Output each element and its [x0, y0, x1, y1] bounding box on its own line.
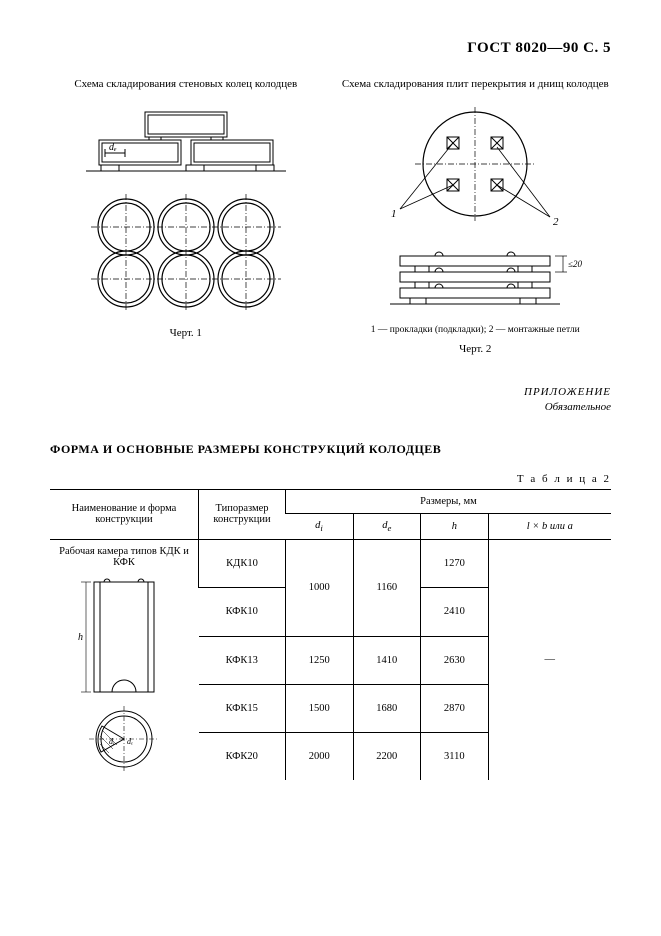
cell-type-2: КФК13: [199, 636, 286, 684]
section-title: ФОРМА И ОСНОВНЫЕ РАЗМЕРЫ КОНСТРУКЦИЙ КОЛ…: [50, 442, 611, 457]
figure-1-svg: dₑ: [71, 99, 301, 319]
cell-type-0: КДК10: [199, 539, 286, 587]
gap-label: ≤20: [568, 259, 582, 269]
figure-1-caption: Черт. 1: [50, 327, 322, 339]
main-table: Наименование и форма конструкции Типораз…: [50, 489, 611, 780]
page-header: ГОСТ 8020—90 С. 5: [50, 40, 611, 57]
th-lba: l × b или a: [488, 513, 611, 539]
cell-di-3: 1500: [286, 684, 354, 732]
figure-1: Схема складирования стеновых колец колод…: [50, 77, 322, 355]
appendix-mand: Обязательное: [545, 401, 611, 413]
th-dims: Размеры, мм: [286, 489, 612, 513]
th-type: Типоразмер конструкции: [199, 489, 286, 539]
th-di: di: [286, 513, 354, 539]
leader-1: 1: [391, 208, 397, 220]
table-number: Т а б л и ц а 2: [50, 473, 611, 485]
cell-type-3: КФК15: [199, 684, 286, 732]
figure-2-title: Схема складирования плит перекрытия и дн…: [340, 77, 612, 91]
cell-h-0: 1270: [421, 539, 489, 587]
cell-type-4: КФК20: [199, 733, 286, 780]
cell-h-3: 2870: [421, 684, 489, 732]
cell-de-3: 1680: [353, 684, 421, 732]
figure-2-caption: Черт. 2: [340, 343, 612, 355]
name-cell: Рабочая камера типов КДК и КФК: [50, 539, 199, 780]
cell-de-0: 1160: [353, 539, 421, 636]
figure-2-legend: 1 — прокладки (подкладки); 2 — монтажные…: [340, 325, 612, 335]
leader-2: 2: [553, 216, 559, 228]
di-label: dᵢ: [109, 737, 114, 746]
figure-2-svg: 1 2: [355, 99, 595, 319]
figure-2: Схема складирования плит перекрытия и дн…: [340, 77, 612, 355]
cell-h-1: 2410: [421, 588, 489, 636]
figures-row: Схема складирования стеновых колец колод…: [50, 77, 611, 355]
th-name: Наименование и форма конструкции: [50, 489, 199, 539]
cell-di-4: 2000: [286, 733, 354, 780]
camera-svg: h: [69, 574, 179, 774]
de-label-top: dₑ: [109, 142, 117, 153]
appendix-name: ПРИЛОЖЕНИЕ: [524, 386, 611, 398]
cell-type-1: КФК10: [199, 588, 286, 636]
camera-title: Рабочая камера типов КДК и КФК: [54, 546, 194, 568]
cell-di-0: 1000: [286, 539, 354, 636]
appendix-block: ПРИЛОЖЕНИЕ Обязательное: [50, 385, 611, 414]
cell-h-4: 3110: [421, 733, 489, 780]
th-de: de: [353, 513, 421, 539]
cell-de-2: 1410: [353, 636, 421, 684]
th-h: h: [421, 513, 489, 539]
cell-di-2: 1250: [286, 636, 354, 684]
de-label: dₑ: [127, 737, 133, 746]
h-label: h: [78, 632, 83, 643]
figure-1-title: Схема складирования стеновых колец колод…: [50, 77, 322, 91]
cell-de-4: 2200: [353, 733, 421, 780]
cell-lba: —: [488, 539, 611, 780]
cell-h-2: 2630: [421, 636, 489, 684]
